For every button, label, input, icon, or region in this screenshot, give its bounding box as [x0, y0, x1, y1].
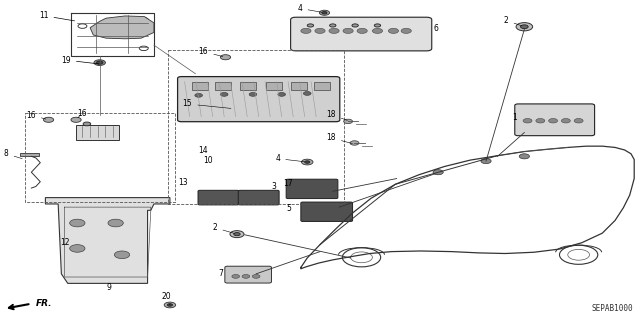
- Circle shape: [108, 219, 124, 227]
- Circle shape: [520, 25, 528, 29]
- Text: 17: 17: [283, 179, 292, 188]
- Bar: [291, 82, 307, 90]
- Circle shape: [242, 274, 250, 278]
- Circle shape: [83, 122, 91, 126]
- Circle shape: [307, 24, 314, 27]
- Circle shape: [164, 302, 175, 308]
- Bar: [240, 82, 256, 90]
- Text: 6: 6: [434, 24, 438, 33]
- Circle shape: [343, 28, 353, 33]
- Circle shape: [481, 159, 491, 164]
- Text: 1: 1: [512, 113, 516, 122]
- Text: 8: 8: [4, 149, 22, 159]
- Text: 20: 20: [162, 292, 172, 305]
- Circle shape: [374, 24, 381, 27]
- Text: 7: 7: [218, 269, 223, 278]
- Text: 4: 4: [298, 4, 322, 13]
- Circle shape: [329, 28, 339, 33]
- Circle shape: [94, 60, 106, 65]
- Circle shape: [433, 170, 444, 175]
- Text: 2: 2: [504, 16, 522, 26]
- Text: 16: 16: [198, 47, 223, 56]
- Text: 4: 4: [275, 154, 305, 163]
- Circle shape: [315, 28, 325, 33]
- Circle shape: [319, 10, 330, 15]
- Circle shape: [230, 231, 244, 238]
- Text: 18: 18: [326, 133, 353, 144]
- Bar: [214, 82, 230, 90]
- Polygon shape: [224, 106, 246, 117]
- Circle shape: [401, 28, 412, 33]
- Circle shape: [168, 304, 173, 306]
- Circle shape: [70, 219, 85, 227]
- Bar: [314, 82, 330, 90]
- Text: 5: 5: [286, 204, 291, 213]
- Circle shape: [252, 274, 260, 278]
- Circle shape: [232, 274, 239, 278]
- Polygon shape: [90, 16, 154, 39]
- Circle shape: [322, 11, 327, 14]
- Text: 12: 12: [60, 238, 69, 247]
- FancyBboxPatch shape: [286, 179, 338, 198]
- Text: 14: 14: [198, 146, 208, 155]
- Bar: [20, 152, 39, 156]
- Bar: [76, 125, 120, 140]
- Text: 13: 13: [178, 178, 188, 187]
- FancyBboxPatch shape: [177, 77, 340, 122]
- Circle shape: [44, 117, 54, 122]
- Circle shape: [388, 28, 399, 33]
- Circle shape: [303, 92, 311, 95]
- Text: FR.: FR.: [36, 299, 52, 308]
- Circle shape: [70, 245, 85, 252]
- Text: 11: 11: [39, 11, 75, 21]
- Circle shape: [278, 93, 285, 96]
- Bar: [266, 82, 282, 90]
- Bar: [192, 82, 208, 90]
- Polygon shape: [45, 197, 170, 283]
- Text: SEPAB1000: SEPAB1000: [591, 304, 634, 313]
- Circle shape: [330, 24, 336, 27]
- Circle shape: [574, 119, 583, 123]
- FancyBboxPatch shape: [291, 17, 432, 51]
- Text: 3: 3: [272, 182, 276, 191]
- Circle shape: [523, 119, 532, 123]
- Circle shape: [516, 23, 532, 31]
- Text: 19: 19: [61, 56, 99, 65]
- Circle shape: [220, 93, 228, 96]
- Text: 16: 16: [77, 109, 87, 118]
- Circle shape: [372, 28, 383, 33]
- Circle shape: [195, 93, 202, 97]
- Circle shape: [350, 141, 359, 145]
- Circle shape: [305, 161, 310, 163]
- Circle shape: [548, 119, 557, 123]
- Circle shape: [352, 24, 358, 27]
- Text: 10: 10: [204, 156, 213, 165]
- Text: 2: 2: [212, 223, 234, 234]
- Circle shape: [71, 117, 81, 122]
- Circle shape: [344, 119, 353, 123]
- FancyBboxPatch shape: [238, 190, 279, 205]
- Circle shape: [536, 119, 545, 123]
- Circle shape: [357, 28, 367, 33]
- Circle shape: [249, 93, 257, 96]
- Text: 18: 18: [326, 110, 348, 121]
- Circle shape: [561, 119, 570, 123]
- Circle shape: [220, 55, 230, 60]
- Circle shape: [301, 159, 313, 165]
- FancyBboxPatch shape: [301, 202, 353, 221]
- Circle shape: [234, 233, 240, 236]
- Text: 9: 9: [107, 283, 112, 292]
- FancyBboxPatch shape: [198, 190, 239, 205]
- Circle shape: [115, 251, 130, 259]
- Text: 16: 16: [26, 111, 46, 120]
- FancyBboxPatch shape: [515, 104, 595, 136]
- Circle shape: [519, 154, 529, 159]
- Circle shape: [301, 28, 311, 33]
- Circle shape: [97, 61, 103, 64]
- FancyBboxPatch shape: [225, 266, 271, 283]
- Text: 15: 15: [182, 100, 231, 108]
